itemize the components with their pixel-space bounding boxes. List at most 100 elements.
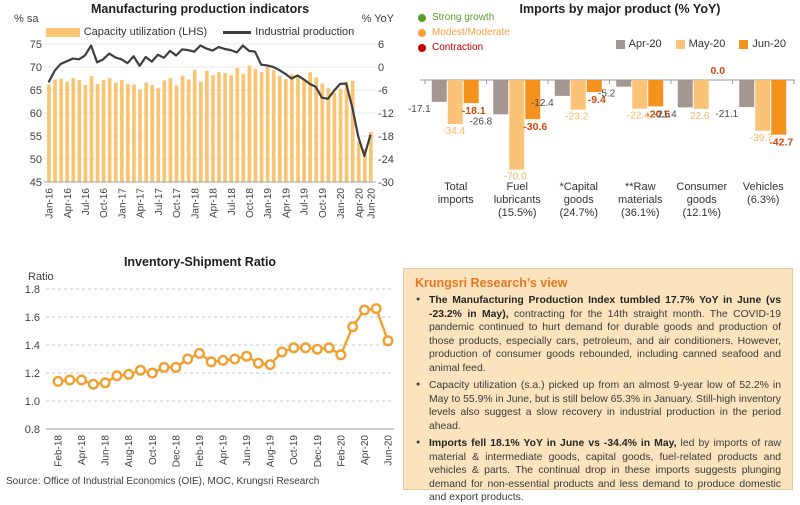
- category-label: (36.1%): [621, 207, 660, 219]
- capacity-utilization-bar: [265, 67, 270, 182]
- x-tick-label: Oct-19: [289, 435, 300, 465]
- legend-label: May-20: [688, 38, 726, 50]
- ratio-marker: [276, 346, 288, 358]
- ratio-marker: [87, 378, 99, 390]
- chart-legend: Capacity utilization (LHS) Industrial pr…: [0, 26, 400, 38]
- capacity-utilization-bar: [113, 82, 118, 182]
- capacity-utilization-bar: [162, 80, 167, 182]
- value-label: -21.4: [654, 109, 677, 120]
- category-label: goods: [564, 194, 594, 206]
- x-tick-label: Apr-17: [136, 188, 147, 218]
- import-bar-jun-20: [648, 80, 664, 107]
- capacity-utilization-bar: [101, 79, 106, 182]
- ratio-marker: [182, 353, 194, 365]
- import-bar-apr-20: [739, 80, 755, 108]
- x-tick-label: Jun-20: [384, 435, 395, 466]
- capacity-utilization-bar: [344, 81, 349, 182]
- source-note: Source: Office of Industrial Economics (…: [6, 476, 320, 487]
- ratio-marker: [158, 361, 170, 373]
- x-tick-label: Dec-18: [171, 435, 182, 468]
- x-tick-label: Apr-19: [219, 435, 230, 465]
- category-label: **Raw: [625, 181, 656, 193]
- legend-may-20: May-20: [675, 38, 726, 50]
- y-tick-label: 1.4: [25, 340, 40, 352]
- green-dot-icon: [418, 13, 426, 22]
- capacity-utilization-bar: [314, 77, 319, 182]
- y-tick-label: 1.8: [25, 284, 40, 296]
- x-tick-label: Aug-18: [124, 435, 135, 468]
- left-tick-label: 45: [30, 177, 42, 189]
- ratio-marker: [323, 342, 335, 354]
- capacity-utilization-bar: [180, 75, 185, 182]
- light-orange-square-icon: [675, 39, 685, 49]
- x-tick-label: Oct-18: [148, 435, 159, 465]
- capacity-utilization-bar: [198, 81, 203, 182]
- capacity-utilization-bar: [320, 83, 325, 182]
- x-tick-label: Jul-18: [227, 188, 238, 216]
- x-tick-label: Jun-18: [101, 435, 112, 466]
- capacity-utilization-bar: [338, 88, 343, 182]
- ratio-marker: [370, 303, 382, 315]
- legend-label: Strong growth: [432, 12, 495, 23]
- industrial-production-line: [47, 44, 372, 158]
- left-tick-label: 60: [30, 108, 42, 120]
- bullet-bold-text: Imports fell 18.1% YoY in June vs -34.4%…: [429, 438, 677, 450]
- y-tick-label: 1.2: [25, 368, 40, 380]
- ratio-marker: [123, 368, 135, 380]
- capacity-utilization-bar: [362, 148, 367, 182]
- capacity-utilization-bar: [47, 84, 51, 182]
- y-tick-label: 1.0: [25, 396, 40, 408]
- ratio-marker: [99, 377, 111, 389]
- ratio-marker: [241, 350, 253, 362]
- value-label: -70.0: [504, 172, 527, 183]
- category-label: (6.3%): [747, 194, 779, 206]
- x-tick-label: Jan-18: [190, 188, 201, 219]
- status-legend: Strong growth Modest/Moderate Contractio…: [418, 12, 510, 53]
- capacity-utilization-bar: [356, 141, 361, 182]
- chart-title: Inventory-Shipment Ratio: [123, 255, 277, 269]
- import-bar-apr-20: [677, 80, 693, 108]
- ratio-marker: [264, 359, 276, 371]
- left-tick-label: 65: [30, 85, 42, 97]
- category-label: *Capital: [559, 181, 598, 193]
- orange-dot-icon: [418, 28, 426, 37]
- x-tick-label: Jun-19: [242, 435, 253, 466]
- ratio-marker: [300, 342, 312, 354]
- value-label: -9.4: [588, 94, 606, 106]
- left-tick-label: 70: [30, 62, 42, 74]
- value-label: -42.7: [769, 137, 793, 149]
- import-bar-may-20: [632, 80, 648, 109]
- capacity-utilization-bar: [296, 76, 300, 182]
- left-tick-label: 75: [30, 40, 42, 51]
- right-tick-label: -6: [378, 85, 388, 97]
- line-swatch-icon: [223, 30, 252, 34]
- category-label: lubricants: [494, 194, 542, 206]
- capacity-utilization-bar: [65, 81, 70, 182]
- value-label: -18.1: [462, 105, 486, 117]
- chart-title: Imports by major product (% YoY): [519, 2, 721, 16]
- x-tick-label: Apr-20: [354, 188, 365, 218]
- x-tick-label: Oct-18: [245, 188, 256, 218]
- view-bullet-2: Capacity utilization (s.a.) picked up fr…: [415, 379, 781, 433]
- capacity-utilization-bar: [95, 84, 100, 182]
- chart-title: Manufacturing production indicators: [90, 2, 310, 16]
- chart-manufacturing: Manufacturing production indicators % sa…: [0, 0, 400, 252]
- legend-label: Modest/Moderate: [432, 27, 510, 38]
- x-tick-label: Feb-18: [54, 435, 65, 467]
- x-tick-label: Apr-20: [360, 435, 371, 465]
- capacity-utilization-bar: [59, 78, 63, 182]
- capacity-utilization-bar: [211, 75, 215, 182]
- import-bar-apr-20: [493, 80, 509, 115]
- ratio-marker: [347, 321, 359, 333]
- inventory-ratio-plot: 1.8 1.6 1.4 1.2 1.0 0.8 Feb-18 Apr-18 Jun-18 Aug-…: [25, 284, 395, 468]
- x-tick-label: Apr-19: [281, 188, 292, 218]
- capacity-utilization-bar: [186, 79, 191, 182]
- ratio-marker: [358, 304, 370, 316]
- capacity-utilization-bar: [132, 84, 136, 182]
- ratio-marker: [52, 375, 64, 387]
- capacity-utilization-bar: [235, 67, 240, 182]
- x-tick-label: Jan-17: [117, 188, 128, 219]
- legend-jun-20: Jun-20: [739, 38, 786, 50]
- category-label: (12.1%): [682, 207, 721, 219]
